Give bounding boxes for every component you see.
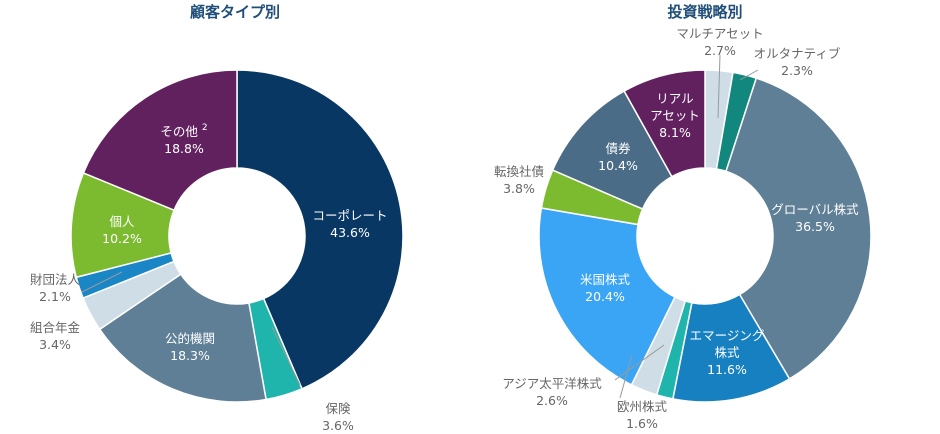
slice-value: 11.6% <box>707 362 747 377</box>
slice-value: 10.4% <box>598 158 638 173</box>
slice-label: オルタナティブ <box>754 46 841 61</box>
leader-line <box>619 354 633 399</box>
slice-公的機関 <box>98 273 267 403</box>
slice-value: 36.5% <box>795 219 835 234</box>
slice-コーポレート <box>236 69 404 390</box>
slice-label: マルチアセット <box>676 26 763 41</box>
slice-米国株式 <box>538 207 676 386</box>
slice-value: 2.7% <box>704 43 736 58</box>
leader-line <box>717 54 721 119</box>
slice-label: 組合年金 <box>30 320 81 335</box>
slice-value: 2.1% <box>39 289 71 304</box>
leader-line <box>271 326 301 386</box>
slice-label: 個人 <box>109 214 135 229</box>
slice-value: 10.2% <box>102 231 142 246</box>
chart-title-client-type: 顧客タイプ別 <box>190 3 280 21</box>
slice-リアル-アセット <box>623 69 706 178</box>
leader-line <box>739 69 759 81</box>
slice-label: エマージング <box>690 328 765 343</box>
chart-title-investment-strategy: 投資戦略別 <box>667 3 742 21</box>
slice-value: 3.6% <box>322 418 354 433</box>
leader-line <box>614 344 665 381</box>
slice-label: アジア太平洋株式 <box>502 376 602 391</box>
slice-value: 3.8% <box>503 181 535 196</box>
slice-label: 米国株式 <box>580 272 631 287</box>
slice-label: 欧州株式 <box>617 399 668 414</box>
leader-line <box>81 271 123 293</box>
slice-label: 保険 <box>325 401 351 416</box>
slice-label: その他 2 <box>160 123 207 139</box>
slice-value: 2.6% <box>536 393 568 408</box>
slice-value: 2.3% <box>781 63 813 78</box>
slice-value: 18.8% <box>164 141 204 156</box>
slice-label: 公的機関 <box>165 331 215 346</box>
slice-value: 18.3% <box>170 348 210 363</box>
slice-label: 債券 <box>605 141 631 156</box>
slice-label: リアル <box>656 91 693 106</box>
slice-value: 43.6% <box>330 225 370 240</box>
slice-value: 20.4% <box>585 289 625 304</box>
slice-label: 財団法人 <box>30 272 81 287</box>
donut-chart-client-type: コーポレート 43.6% 保険 3.6% 公的機関 18.3% 組合年金 3.4% 財団法人 2.… <box>30 69 404 433</box>
slice-label: グローバル株式 <box>771 202 859 217</box>
slice-label: アセット <box>650 108 700 123</box>
slice-value: 8.1% <box>659 125 691 140</box>
slice-その他 <box>82 69 238 212</box>
slice-グローバル株式 <box>725 77 872 380</box>
slice-label: コーポレート <box>312 208 387 223</box>
slice-label: 株式 <box>714 345 740 360</box>
slice-value: 1.6% <box>626 416 658 431</box>
slice-value: 3.4% <box>39 337 71 352</box>
slice-label: 転換社債 <box>494 164 544 179</box>
donut-chart-investment-strategy: マルチアセット 2.7% オルタナティブ 2.3% グローバル株式 36.5% エマージング… <box>494 26 872 431</box>
